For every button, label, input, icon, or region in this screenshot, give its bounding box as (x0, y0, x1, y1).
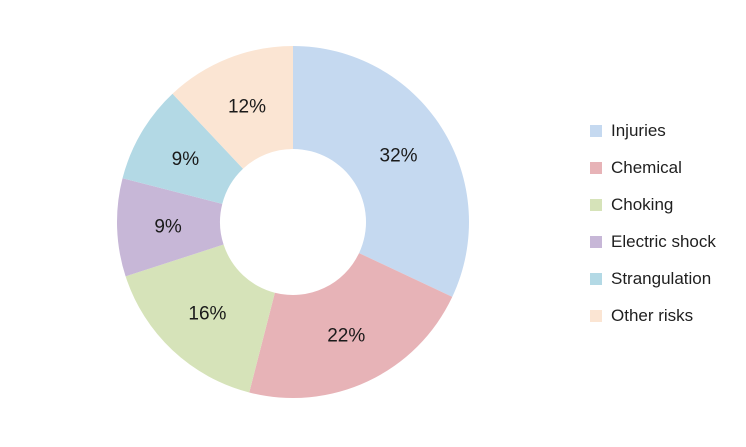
donut-slice-choking (125, 244, 275, 393)
legend-label-injuries: Injuries (611, 120, 666, 140)
legend-label-chemical: Chemical (611, 157, 682, 177)
slice-label-strangulation: 9% (172, 149, 200, 170)
donut-slice-strangulation (122, 93, 244, 204)
slice-label-chemical: 22% (327, 326, 365, 347)
legend-swatch-choking (590, 198, 602, 211)
legend-swatch-chemical (590, 161, 602, 174)
slice-label-other-risks: 12% (228, 96, 266, 117)
legend: Injuries Chemical Choking Electric shock Str… (590, 120, 716, 326)
slice-label-injuries: 32% (380, 146, 418, 167)
donut-slice-other-risks (172, 46, 293, 169)
donut-slice-injuries (293, 46, 470, 297)
donut-slice-electric-shock (117, 178, 224, 277)
slice-label-electric-shock: 9% (154, 216, 182, 237)
legend-item-electric-shock: Electric shock (590, 231, 716, 252)
legend-item-strangulation: Strangulation (590, 268, 716, 289)
legend-label-other-risks: Other risks (611, 305, 694, 325)
legend-label-strangulation: Strangulation (611, 268, 712, 288)
slice-label-choking: 16% (188, 304, 226, 325)
donut-slice-chemical (249, 253, 453, 398)
legend-swatch-injuries (590, 124, 602, 137)
legend-label-electric-shock: Electric shock (611, 231, 716, 251)
legend-item-other-risks: Other risks (590, 305, 716, 326)
legend-swatch-other-risks (590, 309, 602, 322)
legend-label-choking: Choking (611, 194, 674, 214)
legend-swatch-electric-shock (590, 235, 602, 248)
legend-swatch-strangulation (590, 272, 602, 285)
legend-item-injuries: Injuries (590, 120, 716, 141)
legend-item-choking: Choking (590, 194, 716, 215)
legend-item-chemical: Chemical (590, 157, 716, 178)
